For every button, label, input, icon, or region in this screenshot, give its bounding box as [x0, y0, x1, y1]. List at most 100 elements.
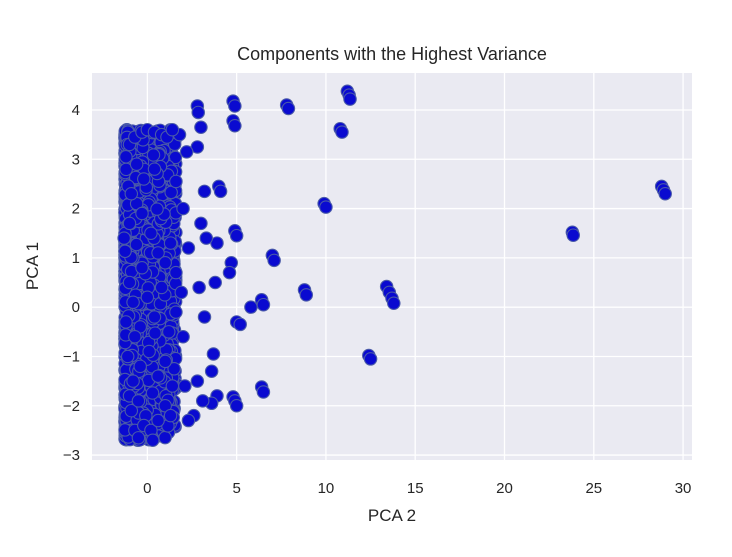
x-tick-label: 5 — [232, 480, 240, 497]
data-point — [191, 105, 206, 120]
data-point — [129, 237, 144, 252]
data-point — [319, 200, 333, 214]
data-point — [162, 325, 176, 339]
data-point — [131, 431, 146, 445]
data-point — [128, 330, 142, 344]
x-tick-label: 10 — [318, 480, 335, 497]
data-point — [208, 275, 222, 290]
y-tick-label: 1 — [72, 250, 80, 267]
data-point — [158, 354, 172, 369]
data-point — [133, 359, 147, 374]
data-point — [176, 201, 190, 216]
data-point — [126, 295, 140, 309]
x-axis-ticks: 0 5 10 15 20 25 30 — [143, 480, 691, 497]
data-point — [169, 265, 183, 280]
data-point — [131, 394, 146, 408]
data-point — [194, 120, 208, 134]
chart-title: Components with the Highest Variance — [237, 44, 547, 64]
y-axis-label: PCA 1 — [23, 242, 42, 290]
plot-background — [92, 73, 692, 460]
data-point — [120, 349, 135, 364]
x-tick-label: 15 — [407, 480, 424, 497]
data-point — [154, 280, 169, 295]
data-point — [151, 413, 165, 428]
data-point — [222, 265, 237, 280]
data-point — [137, 172, 151, 186]
y-tick-label: −1 — [63, 348, 80, 365]
y-tick-label: 2 — [72, 201, 80, 218]
data-point — [335, 125, 349, 139]
data-point — [165, 379, 180, 393]
data-point — [181, 241, 196, 255]
data-point — [119, 150, 133, 164]
data-point — [233, 317, 247, 332]
data-points — [117, 84, 672, 448]
data-point — [167, 362, 181, 376]
data-point — [229, 399, 244, 413]
data-point — [228, 99, 242, 113]
data-point — [124, 403, 139, 418]
data-point — [150, 202, 164, 216]
data-point — [178, 379, 192, 393]
y-tick-label: −3 — [63, 447, 80, 464]
data-point — [169, 174, 183, 189]
data-point — [299, 288, 314, 302]
data-point — [144, 226, 158, 240]
data-point — [145, 386, 160, 400]
data-point — [256, 385, 271, 399]
data-point — [363, 352, 378, 366]
data-point — [118, 244, 132, 259]
data-point — [195, 394, 210, 408]
x-tick-label: 20 — [496, 480, 513, 497]
data-point — [176, 330, 190, 344]
data-point — [566, 228, 580, 242]
data-point — [174, 285, 189, 300]
data-point — [204, 364, 219, 379]
data-point — [158, 430, 172, 445]
data-point — [197, 310, 212, 324]
x-axis-label: PCA 2 — [368, 506, 416, 525]
data-point — [122, 275, 137, 290]
data-point — [267, 253, 281, 268]
data-point — [163, 236, 178, 250]
data-point — [147, 310, 162, 324]
data-point — [151, 369, 165, 383]
data-point — [179, 145, 194, 159]
data-point — [181, 413, 196, 428]
data-point — [169, 305, 183, 319]
data-point — [145, 433, 160, 448]
data-point — [148, 326, 162, 340]
data-point — [135, 260, 149, 275]
data-point — [658, 187, 672, 201]
y-tick-label: −2 — [63, 398, 80, 415]
data-point — [343, 92, 357, 106]
y-tick-label: 4 — [72, 102, 80, 119]
data-point — [244, 300, 258, 314]
data-point — [206, 347, 221, 361]
data-point — [213, 184, 228, 199]
data-point — [228, 119, 242, 133]
data-point — [129, 157, 144, 171]
data-point — [256, 297, 271, 312]
data-point — [119, 315, 133, 329]
x-tick-label: 25 — [585, 480, 602, 497]
data-point — [281, 101, 296, 116]
data-point — [135, 206, 149, 221]
data-point — [229, 228, 244, 243]
data-point — [190, 374, 205, 388]
data-point — [126, 374, 140, 388]
y-tick-label: 0 — [72, 299, 80, 316]
data-point — [158, 256, 172, 270]
y-tick-label: 3 — [72, 151, 80, 168]
x-tick-label: 30 — [675, 480, 692, 497]
data-point — [192, 280, 206, 295]
y-axis-ticks: −3 −2 −1 0 1 2 3 4 — [63, 102, 80, 464]
data-point — [122, 216, 137, 231]
data-point — [124, 187, 139, 201]
data-point — [117, 231, 131, 245]
x-tick-label: 0 — [143, 480, 151, 497]
data-point — [165, 122, 180, 137]
data-point — [197, 184, 212, 199]
data-point — [163, 408, 178, 423]
